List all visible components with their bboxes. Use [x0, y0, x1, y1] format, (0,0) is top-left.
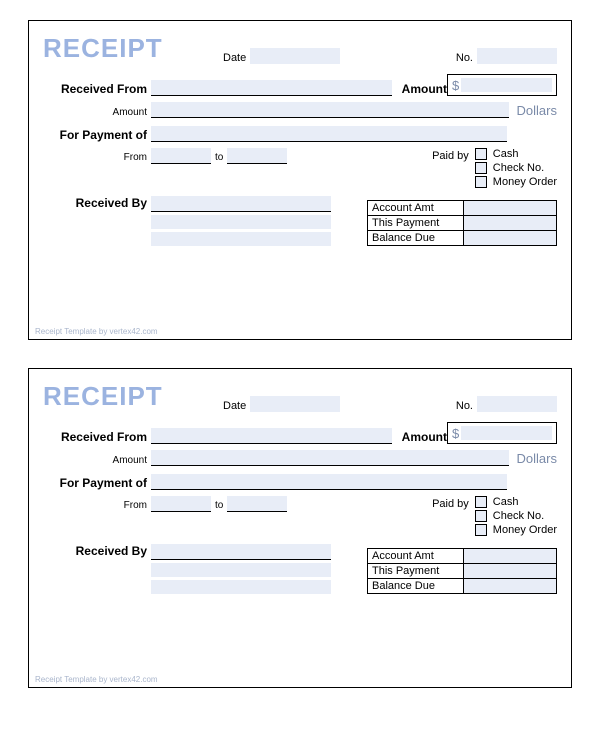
- received-by-label: Received By: [43, 196, 147, 210]
- for-payment-label: For Payment of: [43, 476, 147, 490]
- summary-this-value[interactable]: [464, 564, 556, 578]
- period-to-field[interactable]: [227, 496, 287, 512]
- footer-credit: Receipt Template by vertex42.com: [35, 327, 158, 336]
- to-label: to: [215, 496, 223, 511]
- receipt-title: RECEIPT: [43, 33, 193, 64]
- received-by-field[interactable]: [151, 544, 331, 597]
- money-order-label: Money Order: [493, 176, 557, 188]
- summary-account-value[interactable]: [464, 549, 556, 563]
- money-order-checkbox[interactable]: [475, 176, 487, 188]
- amount-small-label: Amount: [43, 107, 147, 118]
- cash-checkbox[interactable]: [475, 148, 487, 160]
- summary-balance-label: Balance Due: [368, 231, 464, 245]
- summary-this-value[interactable]: [464, 216, 556, 230]
- number-field[interactable]: [477, 396, 557, 412]
- summary-this-label: This Payment: [368, 216, 464, 230]
- paid-by-options: Cash Check No. Money Order: [469, 148, 557, 190]
- summary-table: Account Amt This Payment Balance Due: [367, 548, 557, 594]
- for-payment-field[interactable]: [151, 474, 507, 490]
- period-to-field[interactable]: [227, 148, 287, 164]
- period-from-field[interactable]: [151, 148, 211, 164]
- check-checkbox[interactable]: [475, 510, 487, 522]
- receipt-card: RECEIPT Date No. Received From Amount $ …: [28, 368, 572, 688]
- amount-label: Amount: [402, 82, 447, 96]
- number-label: No.: [456, 400, 473, 412]
- summary-account-label: Account Amt: [368, 549, 464, 563]
- received-from-field[interactable]: [151, 80, 392, 96]
- number-label: No.: [456, 52, 473, 64]
- check-checkbox[interactable]: [475, 162, 487, 174]
- received-from-field[interactable]: [151, 428, 392, 444]
- received-by-field[interactable]: [151, 196, 331, 249]
- paid-by-label: Paid by: [432, 148, 469, 162]
- amount-words-field[interactable]: [151, 450, 509, 466]
- to-label: to: [215, 148, 223, 163]
- amount-small-label: Amount: [43, 455, 147, 466]
- number-field[interactable]: [477, 48, 557, 64]
- summary-balance-value[interactable]: [464, 231, 556, 245]
- for-payment-label: For Payment of: [43, 128, 147, 142]
- check-label: Check No.: [493, 162, 544, 174]
- currency-symbol: $: [452, 426, 459, 441]
- summary-account-label: Account Amt: [368, 201, 464, 215]
- paid-by-label: Paid by: [432, 496, 469, 510]
- summary-balance-label: Balance Due: [368, 579, 464, 593]
- received-by-label: Received By: [43, 544, 147, 558]
- money-order-checkbox[interactable]: [475, 524, 487, 536]
- cash-label: Cash: [493, 496, 519, 508]
- amount-box[interactable]: $: [447, 422, 557, 444]
- dollars-label: Dollars: [517, 103, 557, 118]
- summary-account-value[interactable]: [464, 201, 556, 215]
- money-order-label: Money Order: [493, 524, 557, 536]
- date-label: Date: [223, 52, 246, 64]
- currency-symbol: $: [452, 78, 459, 93]
- summary-this-label: This Payment: [368, 564, 464, 578]
- paid-by-options: Cash Check No. Money Order: [469, 496, 557, 538]
- receipt-title: RECEIPT: [43, 381, 193, 412]
- received-from-label: Received From: [43, 430, 147, 444]
- check-label: Check No.: [493, 510, 544, 522]
- amount-label: Amount: [402, 430, 447, 444]
- amount-box[interactable]: $: [447, 74, 557, 96]
- summary-balance-value[interactable]: [464, 579, 556, 593]
- amount-words-field[interactable]: [151, 102, 509, 118]
- cash-checkbox[interactable]: [475, 496, 487, 508]
- footer-credit: Receipt Template by vertex42.com: [35, 675, 158, 684]
- date-label: Date: [223, 400, 246, 412]
- from-label: From: [43, 496, 147, 511]
- receipt-card: RECEIPT Date No. Received From Amount $ …: [28, 20, 572, 340]
- date-field[interactable]: [250, 48, 340, 64]
- cash-label: Cash: [493, 148, 519, 160]
- period-from-field[interactable]: [151, 496, 211, 512]
- for-payment-field[interactable]: [151, 126, 507, 142]
- dollars-label: Dollars: [517, 451, 557, 466]
- from-label: From: [43, 148, 147, 163]
- summary-table: Account Amt This Payment Balance Due: [367, 200, 557, 246]
- date-field[interactable]: [250, 396, 340, 412]
- received-from-label: Received From: [43, 82, 147, 96]
